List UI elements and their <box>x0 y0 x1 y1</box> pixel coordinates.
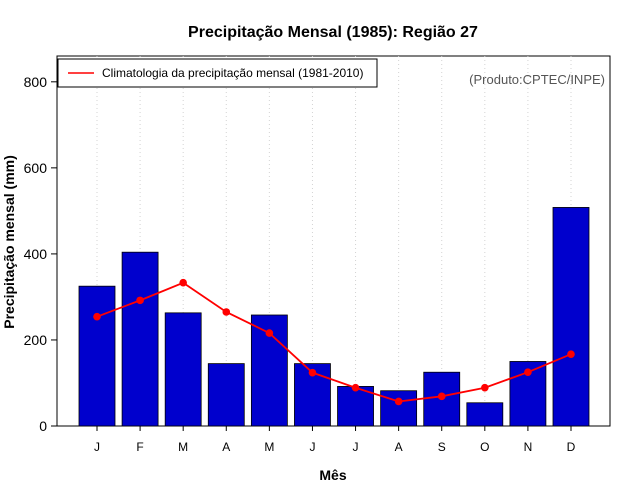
bar-series <box>78 207 590 427</box>
x-axis-title: Mês <box>319 467 346 483</box>
legend-box <box>57 58 378 88</box>
x-tick-label: F <box>136 440 143 454</box>
climatology-point-9 <box>437 392 446 401</box>
climatology-point-12 <box>567 350 575 358</box>
plot-frame <box>56 55 611 427</box>
bar-12 <box>552 207 590 427</box>
bar-8 <box>380 390 418 427</box>
climatology-point-8 <box>394 397 403 406</box>
source-annotation: (Produto:CPTEC/INPE) <box>469 72 605 87</box>
y-axis-title: Precipitação mensal (mm) <box>1 155 17 329</box>
climatology-series <box>93 278 575 406</box>
climatology-point-5 <box>265 329 274 337</box>
x-tick-label: A <box>222 440 230 454</box>
bar-3 <box>164 312 202 427</box>
climatology-point-1 <box>93 312 101 321</box>
climatology-point-4 <box>222 308 231 316</box>
y-tick-label: 800 <box>24 74 48 90</box>
bar-2 <box>121 251 159 427</box>
x-tick-label: J <box>353 440 359 454</box>
y-tick-label: 0 <box>39 418 47 434</box>
y-axis: 0 200 400 600 800 <box>24 74 57 434</box>
x-tick-label: M <box>264 440 274 454</box>
x-tick-label: N <box>524 440 533 454</box>
x-tick-label: O <box>480 440 489 454</box>
climatology-line <box>96 281 572 403</box>
x-tick-label: D <box>567 440 576 454</box>
y-tick-label: 600 <box>24 160 48 176</box>
x-tick-label: J <box>309 440 315 454</box>
bar-11 <box>509 361 547 427</box>
climatology-point-3 <box>179 278 187 287</box>
climatology-point-10 <box>481 383 489 392</box>
climatology-point-6 <box>308 368 317 377</box>
bar-4 <box>207 363 245 427</box>
climatology-point-11 <box>524 368 532 377</box>
x-tick-label: A <box>395 440 403 454</box>
bar-10 <box>466 402 504 427</box>
climatology-point-7 <box>351 383 360 392</box>
legend: Climatologia da precipitação mensal (198… <box>57 58 378 88</box>
y-tick-label: 400 <box>24 246 48 262</box>
bar-1 <box>78 285 116 427</box>
climatology-point-2 <box>136 296 144 305</box>
x-tick-label: S <box>438 440 446 454</box>
chart-title: Precipitação Mensal (1985): Região 27 <box>188 24 478 41</box>
x-tick-label: J <box>94 440 100 454</box>
legend-label: Climatologia da precipitação mensal (198… <box>102 66 363 80</box>
y-tick-label: 200 <box>24 332 48 348</box>
x-tick-label: M <box>178 440 188 454</box>
